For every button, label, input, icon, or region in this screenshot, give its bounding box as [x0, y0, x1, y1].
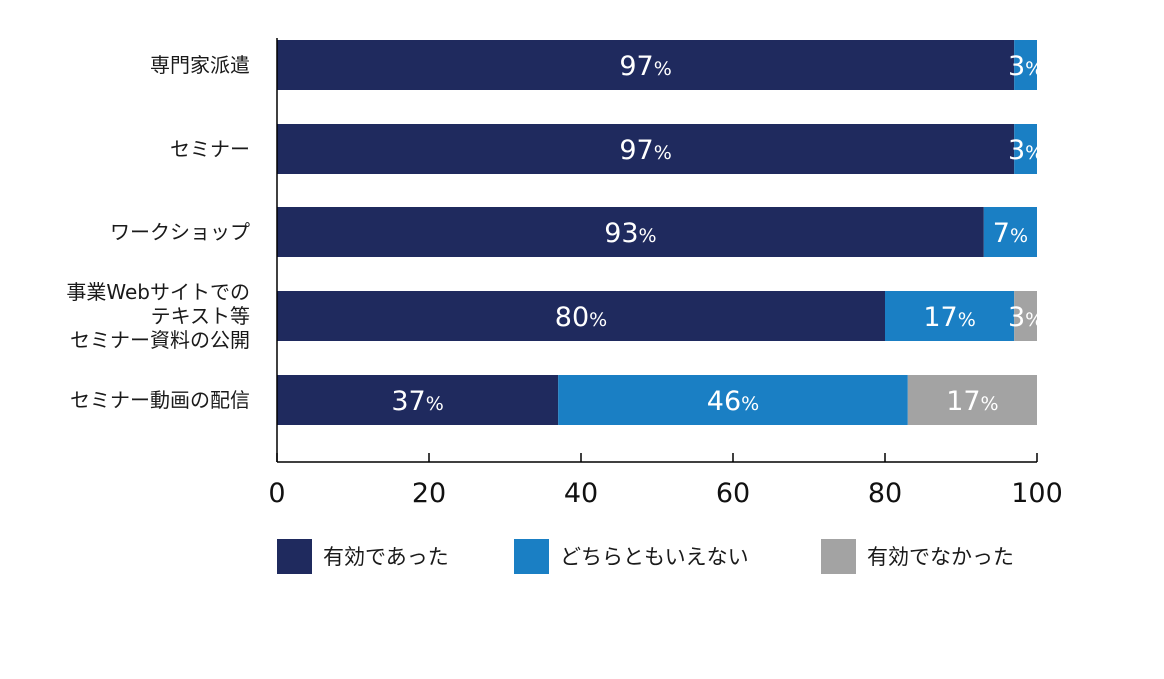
data-label: 3% [1008, 51, 1043, 82]
data-label: 7% [993, 218, 1028, 249]
data-label: 80% [555, 302, 607, 333]
category-label: セミナー [170, 137, 250, 161]
bar-segment [907, 375, 1037, 425]
category-label: 専門家派遣 [150, 53, 250, 77]
category-label: セミナー資料の公開 [70, 328, 250, 352]
legend-label: 有効でなかった [867, 545, 1014, 569]
bar-segment [277, 291, 885, 341]
bar-segment [277, 375, 559, 425]
category-labels: 専門家派遣セミナーワークショップ事業Webサイトでのテキスト等セミナー資料の公開… [66, 53, 250, 412]
bar-segment [277, 124, 1015, 174]
x-axis: 0 20 40 60 80 100 [268, 38, 1063, 509]
x-tick-label: 60 [716, 478, 750, 509]
data-label: 97% [619, 135, 671, 166]
legend-swatch [821, 539, 856, 574]
x-tick-label: 80 [868, 478, 902, 509]
data-label: 3% [1008, 302, 1043, 333]
bars-group: 97% 3% 97% 3% 93% 7% 80% 17% 3% 37% 46% 17% [277, 40, 1043, 425]
data-label: 93% [604, 218, 656, 249]
category-label: テキスト等 [151, 304, 250, 328]
legend: 有効であった どちらともいえない 有効でなかった [277, 539, 1014, 574]
data-label: 46% [707, 386, 759, 417]
bar-segment [1014, 124, 1037, 174]
legend-swatch [514, 539, 549, 574]
category-label: 事業Webサイトでの [66, 280, 250, 304]
x-tick-label: 20 [412, 478, 446, 509]
category-label: セミナー動画の配信 [70, 388, 250, 412]
data-label: 17% [923, 302, 975, 333]
legend-label: 有効であった [323, 545, 449, 569]
bar-segment [1014, 291, 1037, 341]
bar-segment [983, 207, 1037, 257]
bar-segment [277, 207, 984, 257]
x-tick-label: 0 [268, 478, 285, 509]
data-label: 17% [946, 386, 998, 417]
legend-label: どちらともいえない [560, 545, 749, 569]
bar-segment [558, 375, 908, 425]
data-label: 37% [391, 386, 443, 417]
data-label: 97% [619, 51, 671, 82]
bar-segment [277, 40, 1015, 90]
data-label: 3% [1008, 135, 1043, 166]
bar-segment [1014, 40, 1037, 90]
x-tick-label: 40 [564, 478, 598, 509]
legend-swatch [277, 539, 312, 574]
category-label: ワークショップ [110, 220, 250, 244]
x-tick-label: 100 [1011, 478, 1063, 509]
bar-segment [885, 291, 1015, 341]
